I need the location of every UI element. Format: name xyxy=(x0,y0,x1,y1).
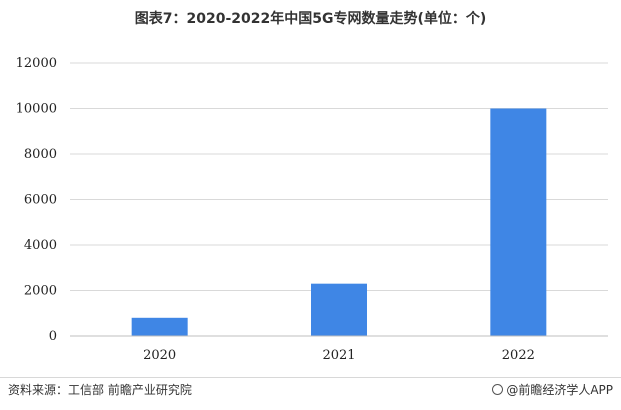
bar-2022 xyxy=(490,108,547,336)
x-tick-label: 2020 xyxy=(143,348,176,363)
y-tick-label: 4000 xyxy=(24,238,57,253)
y-tick-label: 10000 xyxy=(16,102,57,117)
footer-divider xyxy=(0,377,621,378)
x-tick-label: 2022 xyxy=(502,348,535,363)
y-tick-label: 0 xyxy=(49,329,57,344)
y-tick-label: 8000 xyxy=(24,147,57,162)
source-note: 资料来源：工信部 前瞻产业研究院 xyxy=(8,383,192,397)
bars xyxy=(131,108,547,336)
y-tick-label: 12000 xyxy=(16,56,57,71)
brand-label: @前瞻经济学人APP xyxy=(506,383,613,397)
brand-credit: @前瞻经济学人APP xyxy=(492,381,613,398)
bar-2021 xyxy=(311,283,367,336)
y-tick-label: 6000 xyxy=(24,193,57,208)
brand-logo-icon xyxy=(492,384,504,395)
y-tick-label: 2000 xyxy=(24,284,57,299)
x-axis-ticks: 2020 2021 2022 xyxy=(143,348,535,363)
x-tick-label: 2021 xyxy=(322,348,355,363)
footer: 资料来源：工信部 前瞻产业研究院 @前瞻经济学人APP xyxy=(0,381,621,410)
bar-chart: 0 2000 4000 6000 8000 10000 12000 2020 2021 2022 xyxy=(16,56,608,363)
chart-title: 图表7：2020-2022年中国5G专网数量走势(单位：个) xyxy=(134,11,487,27)
bar-2020 xyxy=(131,317,188,336)
y-axis-ticks: 0 2000 4000 6000 8000 10000 12000 xyxy=(16,56,57,344)
